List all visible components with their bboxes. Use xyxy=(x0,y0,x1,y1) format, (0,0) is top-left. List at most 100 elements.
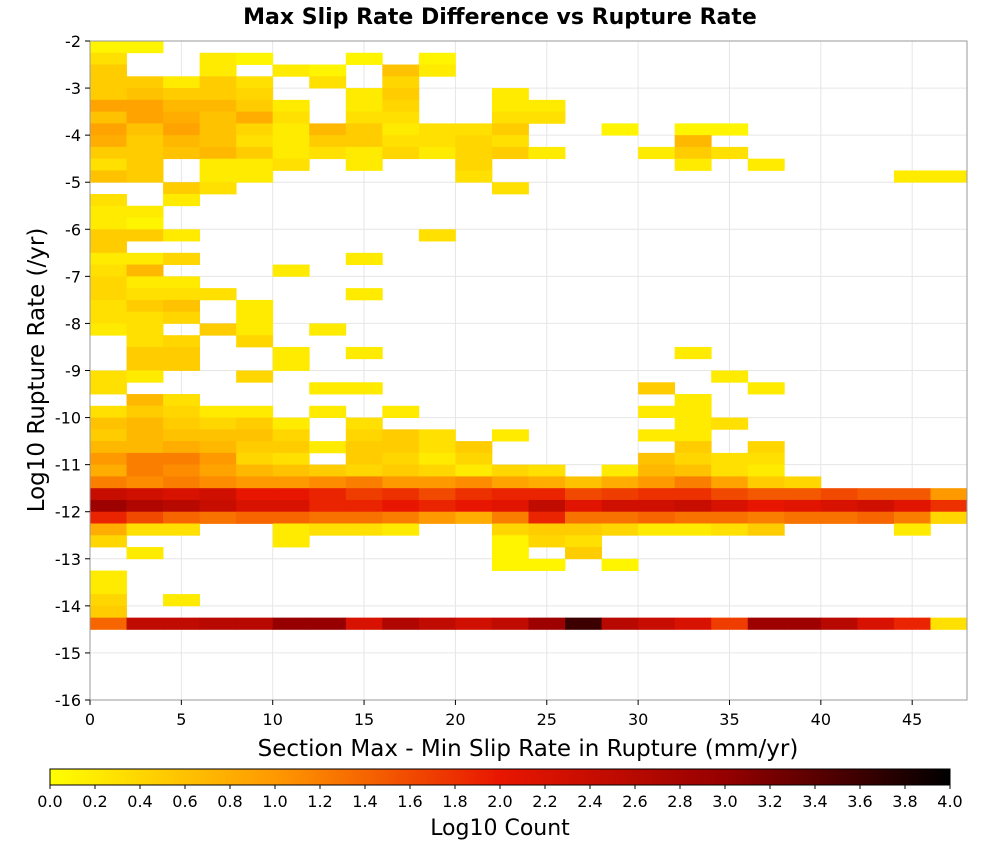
heatmap-cell xyxy=(90,370,127,383)
heatmap-cell xyxy=(382,476,420,489)
heatmap-cell xyxy=(199,170,237,183)
heatmap-cell xyxy=(711,370,749,383)
heatmap-cell xyxy=(309,405,347,418)
heatmap-cell xyxy=(747,499,785,513)
heatmap-cell xyxy=(491,429,529,442)
heatmap-cell xyxy=(345,123,383,136)
heatmap-cell xyxy=(236,135,274,148)
heatmap-cell xyxy=(747,441,785,454)
heatmap-cell xyxy=(236,323,274,336)
heatmap-cell xyxy=(199,182,237,195)
heatmap-cell xyxy=(90,217,127,230)
heatmap-cell xyxy=(309,488,347,501)
heatmap-cell xyxy=(418,452,456,466)
heatmap-cell xyxy=(163,617,201,630)
heatmap-cell xyxy=(90,52,127,65)
heatmap-cell xyxy=(90,123,127,136)
heatmap-cell xyxy=(90,88,127,101)
heatmap-cell xyxy=(857,499,895,513)
heatmap-cell xyxy=(601,499,639,513)
heatmap-cell xyxy=(90,41,127,54)
heatmap-cell xyxy=(236,158,274,171)
heatmap-cell xyxy=(345,429,383,442)
y-tick-label: -11 xyxy=(55,456,81,475)
heatmap-cell xyxy=(747,617,785,630)
chart-title: Max Slip Rate Difference vs Rupture Rate xyxy=(243,5,757,30)
heatmap-cell xyxy=(90,523,127,536)
heatmap-cell xyxy=(674,346,712,360)
heatmap-cell xyxy=(747,523,785,536)
heatmap-cell xyxy=(236,88,274,101)
heatmap-cell xyxy=(382,99,420,113)
heatmap-cell xyxy=(638,499,676,513)
heatmap-cell xyxy=(126,311,164,324)
heatmap-cell xyxy=(199,429,237,442)
heatmap-cell xyxy=(199,288,237,301)
heatmap-cell xyxy=(528,99,566,113)
heatmap-cell xyxy=(272,617,310,630)
heatmap-cell xyxy=(382,617,420,630)
heatmap-cell xyxy=(565,511,602,524)
heatmap-cell xyxy=(163,594,201,607)
colorbar-tick-label: 2.8 xyxy=(667,792,692,811)
heatmap-cell xyxy=(199,488,237,501)
heatmap-cell xyxy=(565,499,602,513)
heatmap-cell xyxy=(90,193,127,207)
heatmap-cell xyxy=(382,429,420,442)
heatmap-cell xyxy=(491,547,529,560)
heatmap-cell xyxy=(90,429,127,442)
heatmap-cell xyxy=(674,452,712,466)
heatmap-cell xyxy=(565,617,602,630)
heatmap-cell xyxy=(90,241,127,254)
colorbar-tick-label: 0.4 xyxy=(127,792,152,811)
heatmap-cell xyxy=(893,511,931,524)
heatmap-cell xyxy=(674,511,712,524)
heatmap-cell xyxy=(199,476,237,489)
heatmap-cell xyxy=(528,499,566,513)
heatmap-cell xyxy=(930,170,968,183)
heatmap-cell xyxy=(674,417,712,430)
y-tick-label: -5 xyxy=(65,173,81,192)
heatmap-cell xyxy=(747,464,785,477)
heatmap-cell xyxy=(711,488,749,501)
heatmap-cell xyxy=(747,511,785,524)
heatmap-cell xyxy=(126,41,164,54)
x-tick-label: 20 xyxy=(445,710,465,729)
heatmap-cell xyxy=(455,146,493,160)
heatmap-cell xyxy=(418,511,456,524)
heatmap-cell xyxy=(491,88,529,101)
heatmap-cell xyxy=(163,335,201,348)
heatmap-cell xyxy=(345,511,383,524)
heatmap-cell xyxy=(199,464,237,477)
heatmap-cell xyxy=(90,288,127,301)
heatmap-cell xyxy=(893,523,931,536)
heatmap-cell xyxy=(674,429,712,442)
heatmap-cell xyxy=(893,617,931,630)
heatmap-cell xyxy=(345,499,383,513)
heatmap-cell xyxy=(309,76,347,89)
colorbar-tick-label: 0.2 xyxy=(82,792,107,811)
heatmap-cell xyxy=(272,452,310,466)
heatmap-cell xyxy=(90,111,127,124)
heatmap-cell xyxy=(345,288,383,301)
heatmap-cell xyxy=(199,499,237,513)
heatmap-cell xyxy=(236,452,274,466)
heatmap-cell xyxy=(345,88,383,101)
colorbar-tick-label: 3.6 xyxy=(847,792,872,811)
heatmap-cell xyxy=(345,99,383,113)
heatmap-cell xyxy=(674,135,712,148)
heatmap-cell xyxy=(199,146,237,160)
heatmap-cell xyxy=(309,441,347,454)
heatmap-cell xyxy=(565,535,602,548)
heatmap-cell xyxy=(90,299,127,313)
heatmap-cell xyxy=(382,111,420,124)
heatmap-cell xyxy=(272,111,310,124)
heatmap-cell xyxy=(491,135,529,148)
heatmap-cell xyxy=(601,617,639,630)
heatmap-cell xyxy=(236,146,274,160)
heatmap-cell xyxy=(90,535,127,548)
heatmap-cell xyxy=(90,170,127,183)
heatmap-cell xyxy=(601,123,639,136)
heatmap-cell xyxy=(163,311,201,324)
